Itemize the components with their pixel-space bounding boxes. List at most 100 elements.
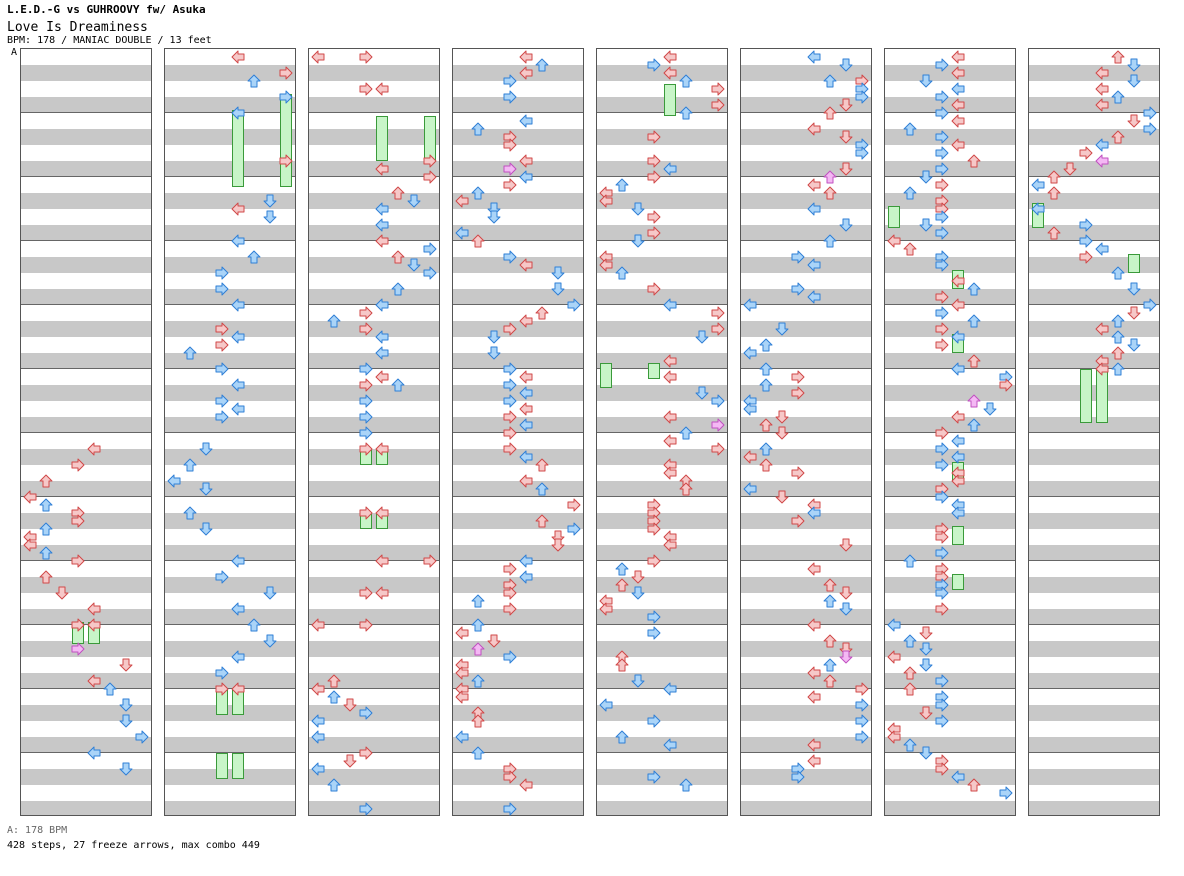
down-arrow-icon [967,418,981,432]
chart-title: L.E.D.-G vs GUHROOVY fw/ Asuka [7,3,206,16]
left-arrow-icon [167,474,181,488]
measure-line [1029,240,1159,241]
right-arrow-icon [359,410,373,424]
left-arrow-icon [519,50,533,64]
right-arrow-icon [503,322,517,336]
measure-line [741,240,871,241]
down-arrow-icon [615,562,629,576]
left-arrow-icon [1095,138,1109,152]
up-arrow-icon [839,162,853,176]
down-arrow-icon [1111,266,1125,280]
right-arrow-icon [855,730,869,744]
left-arrow-icon [231,602,245,616]
measure-line [453,304,583,305]
left-arrow-icon [455,690,469,704]
left-arrow-icon [1031,178,1045,192]
up-arrow-icon [919,170,933,184]
down-arrow-icon [471,186,485,200]
left-arrow-icon [519,402,533,416]
left-arrow-icon [807,290,821,304]
left-arrow-icon [375,442,389,456]
right-arrow-icon [647,210,661,224]
left-arrow-icon [743,450,757,464]
measure-line [21,688,151,689]
measure-line [741,432,871,433]
right-arrow-icon [1143,106,1157,120]
down-arrow-icon [1047,226,1061,240]
right-arrow-icon [711,306,725,320]
up-arrow-icon [1127,58,1141,72]
up-arrow-icon [407,258,421,272]
down-arrow-icon [39,498,53,512]
right-arrow-icon [647,610,661,624]
right-arrow-icon [647,130,661,144]
left-arrow-icon [663,738,677,752]
measure-line [309,688,439,689]
left-arrow-icon [887,650,901,664]
down-arrow-icon [39,570,53,584]
down-arrow-icon [327,778,341,792]
measure-line [885,560,1015,561]
right-arrow-icon [935,106,949,120]
measure-line [741,112,871,113]
right-arrow-icon [359,802,373,816]
up-arrow-icon [119,658,133,672]
left-arrow-icon [311,682,325,696]
right-arrow-icon [935,530,949,544]
right-arrow-icon [359,50,373,64]
measure-line [885,112,1015,113]
down-arrow-icon [327,674,341,688]
up-arrow-icon [55,586,69,600]
right-arrow-icon [791,250,805,264]
chart-stats: 428 steps, 27 freeze arrows, max combo 4… [7,840,260,851]
down-arrow-icon [967,778,981,792]
right-arrow-icon [711,98,725,112]
freeze-arrow [952,525,964,545]
measure-line [885,688,1015,689]
left-arrow-icon [311,50,325,64]
down-arrow-icon [1111,90,1125,104]
down-arrow-icon [391,282,405,296]
left-arrow-icon [87,746,101,760]
right-arrow-icon [935,90,949,104]
right-arrow-icon [359,618,373,632]
down-arrow-icon [615,578,629,592]
left-arrow-icon [599,602,613,616]
left-arrow-icon [807,690,821,704]
measure-line [21,176,151,177]
up-arrow-icon [263,210,277,224]
measure-line [165,112,295,113]
right-arrow-icon [935,714,949,728]
left-arrow-icon [519,258,533,272]
measure-line [597,176,727,177]
left-arrow-icon [807,618,821,632]
left-arrow-icon [231,378,245,392]
down-arrow-icon [391,250,405,264]
left-arrow-icon [375,202,389,216]
right-arrow-icon [215,394,229,408]
measure-line [309,240,439,241]
freeze-arrow [1080,369,1092,424]
measure-line [453,752,583,753]
right-arrow-icon [215,410,229,424]
left-arrow-icon [519,314,533,328]
measure-line [741,496,871,497]
right-arrow-icon [567,298,581,312]
up-arrow-icon [199,442,213,456]
up-arrow-icon [263,634,277,648]
measure-line [885,368,1015,369]
measure-line [597,432,727,433]
measure-line [453,112,583,113]
measure-line [741,176,871,177]
down-arrow-icon [903,634,917,648]
freeze-arrow [232,109,244,187]
right-arrow-icon [215,266,229,280]
measure-line [453,240,583,241]
down-arrow-icon [1047,170,1061,184]
right-arrow-icon [935,258,949,272]
measure-line [885,624,1015,625]
right-arrow-icon [423,154,437,168]
left-arrow-icon [951,274,965,288]
down-arrow-icon [615,178,629,192]
right-arrow-icon [503,426,517,440]
